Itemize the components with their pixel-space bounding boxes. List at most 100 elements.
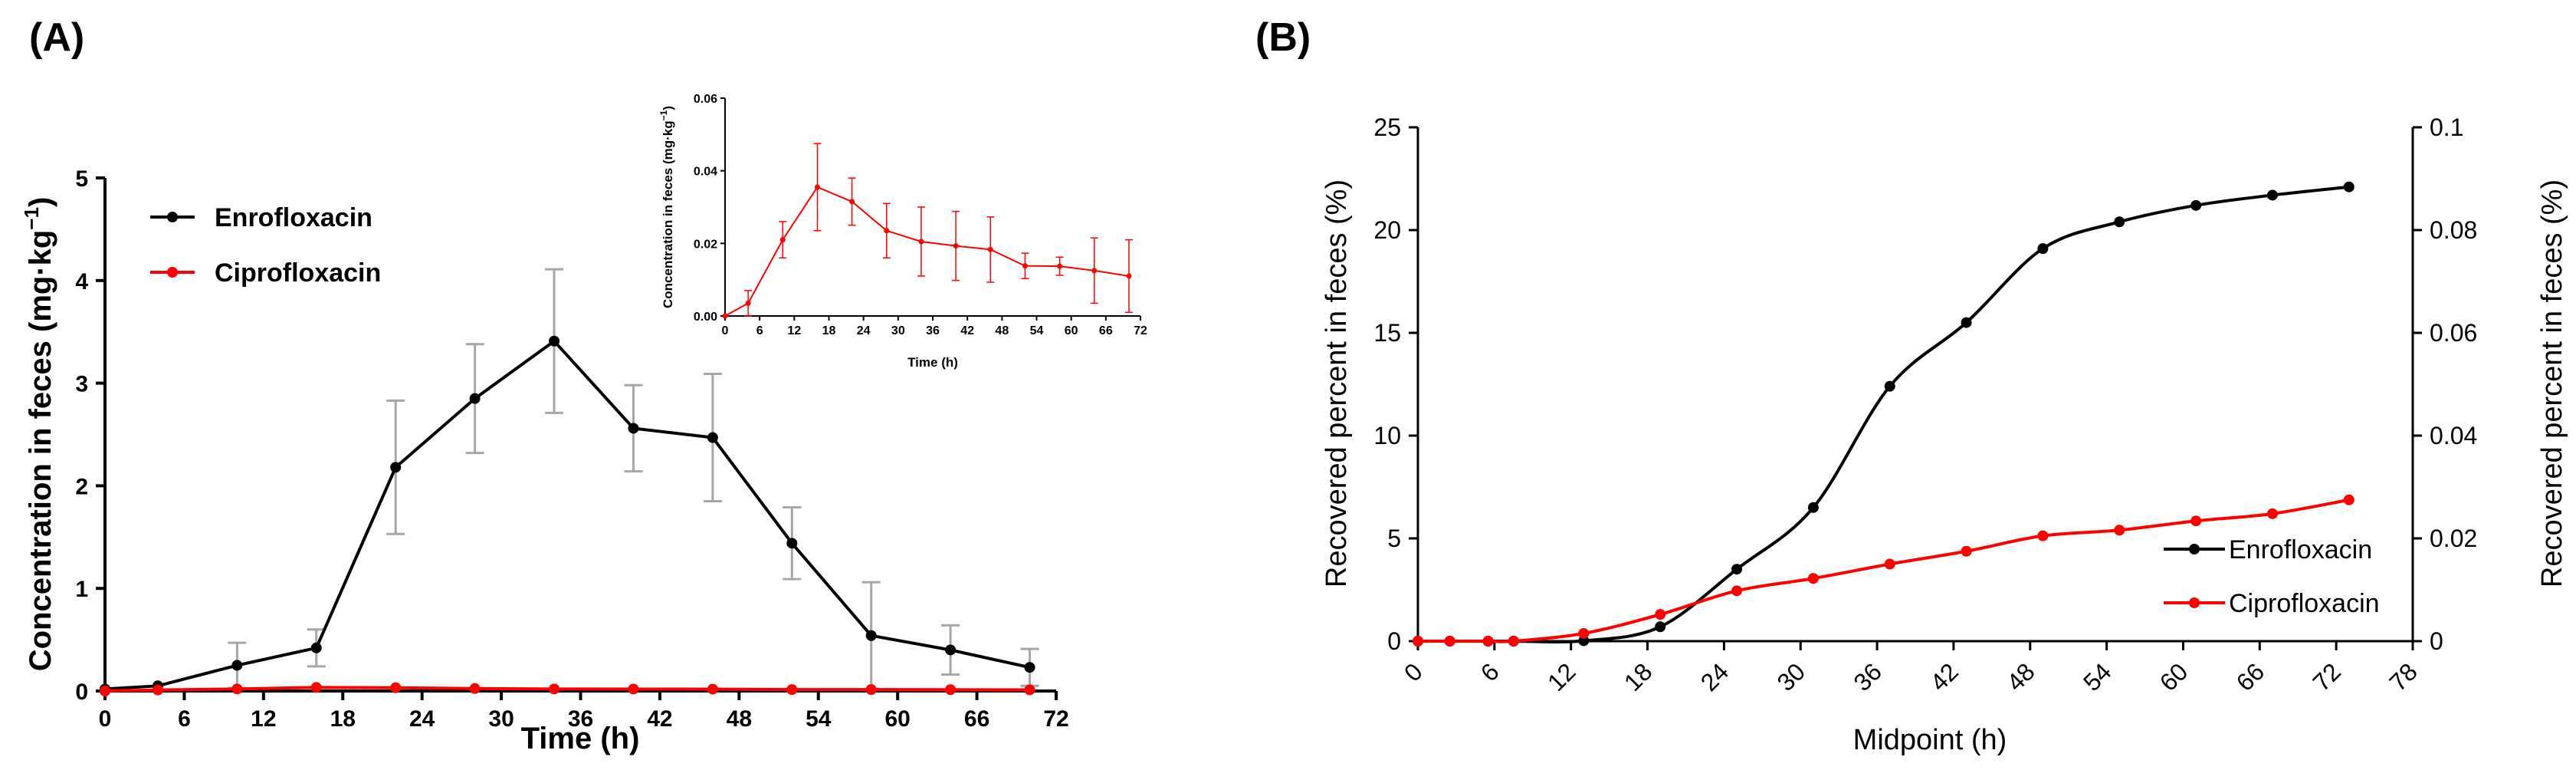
inset-x-tick-label: 48 (995, 324, 1009, 337)
inset-y-tick-label: 0.02 (694, 238, 717, 251)
legend-item-ciprofloxacin-b: Ciprofloxacin (2164, 589, 2380, 618)
legend-marker-enrofloxacin-b (2189, 544, 2200, 554)
legend-label-enrofloxacin: Enrofloxacin (215, 203, 372, 232)
panel-b-left-y-tick-label: 0 (1387, 627, 1401, 655)
panel-b-left-y-tick-label: 25 (1373, 114, 1401, 141)
panel-b-x-tick-label: 48 (2001, 657, 2040, 696)
panel-a-x-tick-label: 0 (99, 706, 112, 732)
panel-b-point-enrofloxacin (2343, 181, 2354, 192)
panel-b-data-points (1413, 181, 2354, 647)
panel-a-label: (A) (29, 15, 84, 60)
panel-b-series-lines (1418, 185, 2350, 643)
inset-point-ciprofloxacin (779, 237, 786, 243)
panel-b-x-ticks: 0 6 12 18 24 30 36 42 48 54 60 66 72 78 (1399, 641, 2423, 696)
panel-b-point-ciprofloxacin (2114, 525, 2125, 536)
panel-b-point-ciprofloxacin (1444, 636, 1455, 647)
panel-b-point-ciprofloxacin (1413, 636, 1423, 647)
panel-b-point-enrofloxacin (1655, 621, 1666, 633)
inset-y-tick-label: 0.06 (694, 93, 717, 106)
panel-b-right-y-tick-label: 0 (2430, 627, 2443, 655)
panel-a-x-tick-label: 60 (884, 706, 910, 732)
panel-a-point-enrofloxacin (707, 432, 718, 443)
inset-point-ciprofloxacin (849, 199, 855, 205)
panel-b-x-tick-label: 42 (1925, 657, 1964, 696)
inset-x-ticks: 0 6 12 18 24 30 36 42 48 54 60 66 72 (722, 316, 1147, 337)
panel-b-left-y-ticks: 0 5 10 15 20 25 (1373, 114, 1418, 655)
inset-point-ciprofloxacin (1091, 268, 1098, 274)
panel-b-left-y-axis-title: Recovered percent in feces (%) (1321, 179, 1353, 587)
panel-b-point-ciprofloxacin (2266, 508, 2278, 519)
legend-marker-ciprofloxacin-b (2189, 597, 2200, 608)
legend-label-ciprofloxacin-b: Ciprofloxacin (2229, 589, 2380, 618)
panel-a-error-bars (228, 268, 1039, 690)
inset-x-axis-title: Time (h) (907, 355, 958, 370)
inset-point-ciprofloxacin (987, 246, 993, 252)
panel-b-point-enrofloxacin (2266, 189, 2278, 201)
panel-b-x-tick-label: 66 (2231, 657, 2270, 696)
panel-b-x-axis-title: Midpoint (h) (1853, 724, 2007, 756)
inset-data-points (722, 184, 1132, 319)
inset-point-ciprofloxacin (1057, 263, 1063, 269)
panel-a-y-tick-label: 3 (75, 372, 88, 397)
panel-b-line-ciprofloxacin (1418, 498, 2350, 643)
panel-b-left-y-tick-label: 10 (1373, 422, 1401, 449)
panel-a-point-ciprofloxacin (865, 684, 877, 696)
panel-b-point-ciprofloxacin (1884, 558, 1895, 570)
panel-a-x-ticks: 0 6 12 18 24 30 36 42 48 54 60 66 72 (99, 691, 1069, 732)
legend-marker-ciprofloxacin (167, 267, 178, 278)
panel-a-y-tick-label: 2 (75, 474, 88, 499)
inset-y-tick-label: 0.04 (694, 166, 717, 179)
panel-b-point-ciprofloxacin (2037, 530, 2049, 541)
inset-point-ciprofloxacin (884, 228, 890, 234)
panel-b-right-y-tick-label: 0.06 (2430, 319, 2477, 347)
inset-point-ciprofloxacin (918, 239, 924, 245)
panel-a-line-enrofloxacin (104, 339, 1030, 691)
panel-a-point-enrofloxacin (231, 660, 243, 671)
inset-y-ticks: 0.00 0.02 0.04 0.06 (694, 93, 725, 324)
panel-a-y-tick-label: 0 (75, 680, 88, 705)
inset-x-tick-label: 30 (891, 324, 905, 337)
panel-a-point-enrofloxacin (865, 630, 877, 641)
inset-x-tick-label: 66 (1099, 324, 1113, 337)
panel-a-x-tick-label: 30 (488, 706, 514, 732)
panel-a-point-ciprofloxacin (231, 683, 243, 695)
panel-a-point-ciprofloxacin (549, 683, 560, 695)
panel-a-legend: Enrofloxacin Ciprofloxacin (150, 203, 381, 288)
legend-item-enrofloxacin-b: Enrofloxacin (2164, 535, 2372, 564)
panel-a-point-ciprofloxacin (152, 684, 163, 696)
panel-a-point-enrofloxacin (390, 462, 402, 473)
panel-b-right-y-tick-label: 0.1 (2430, 114, 2463, 141)
panel-a-point-ciprofloxacin (786, 684, 798, 696)
panel-b-point-enrofloxacin (2037, 243, 2049, 255)
panel-b-point-ciprofloxacin (1731, 585, 1743, 597)
inset-x-tick-label: 54 (1030, 324, 1044, 337)
legend-label-ciprofloxacin: Ciprofloxacin (215, 258, 381, 288)
panel-a-x-tick-label: 48 (727, 706, 752, 732)
panel-b-left-y-tick-label: 20 (1373, 216, 1401, 244)
panel-b-point-enrofloxacin (2190, 199, 2202, 211)
panel-b-x-tick-label: 6 (1475, 657, 1505, 686)
panel-b-point-ciprofloxacin (2343, 494, 2354, 505)
panel-b-label: (B) (1255, 15, 1311, 60)
panel-a-y-tick-label: 1 (75, 577, 88, 602)
inset-point-ciprofloxacin (722, 313, 728, 319)
panel-b-point-enrofloxacin (1961, 317, 1972, 328)
panel-b-x-tick-label: 24 (1695, 657, 1734, 696)
inset-point-ciprofloxacin (814, 184, 820, 190)
panel-b-x-tick-label: 12 (1542, 657, 1581, 696)
panel-b-line-enrofloxacin (1418, 185, 2350, 643)
panel-a-x-tick-label: 72 (1043, 706, 1068, 732)
panel-b-legend: Enrofloxacin Ciprofloxacin (2164, 535, 2380, 618)
panel-a-y-ticks: 0 1 2 3 4 5 (75, 166, 105, 705)
panel-a-x-tick-label: 12 (251, 706, 276, 732)
panel-b-point-ciprofloxacin (1508, 636, 1519, 647)
panel-a-x-tick-label: 36 (568, 706, 593, 732)
panel-a-point-enrofloxacin (1024, 662, 1035, 673)
panel-b-point-enrofloxacin (1807, 502, 1819, 513)
inset-series-lines (724, 186, 1130, 317)
panel-b-point-enrofloxacin (2114, 216, 2125, 228)
panel-a-point-ciprofloxacin (310, 682, 322, 693)
panel-b-x-tick-label: 78 (2384, 657, 2423, 696)
